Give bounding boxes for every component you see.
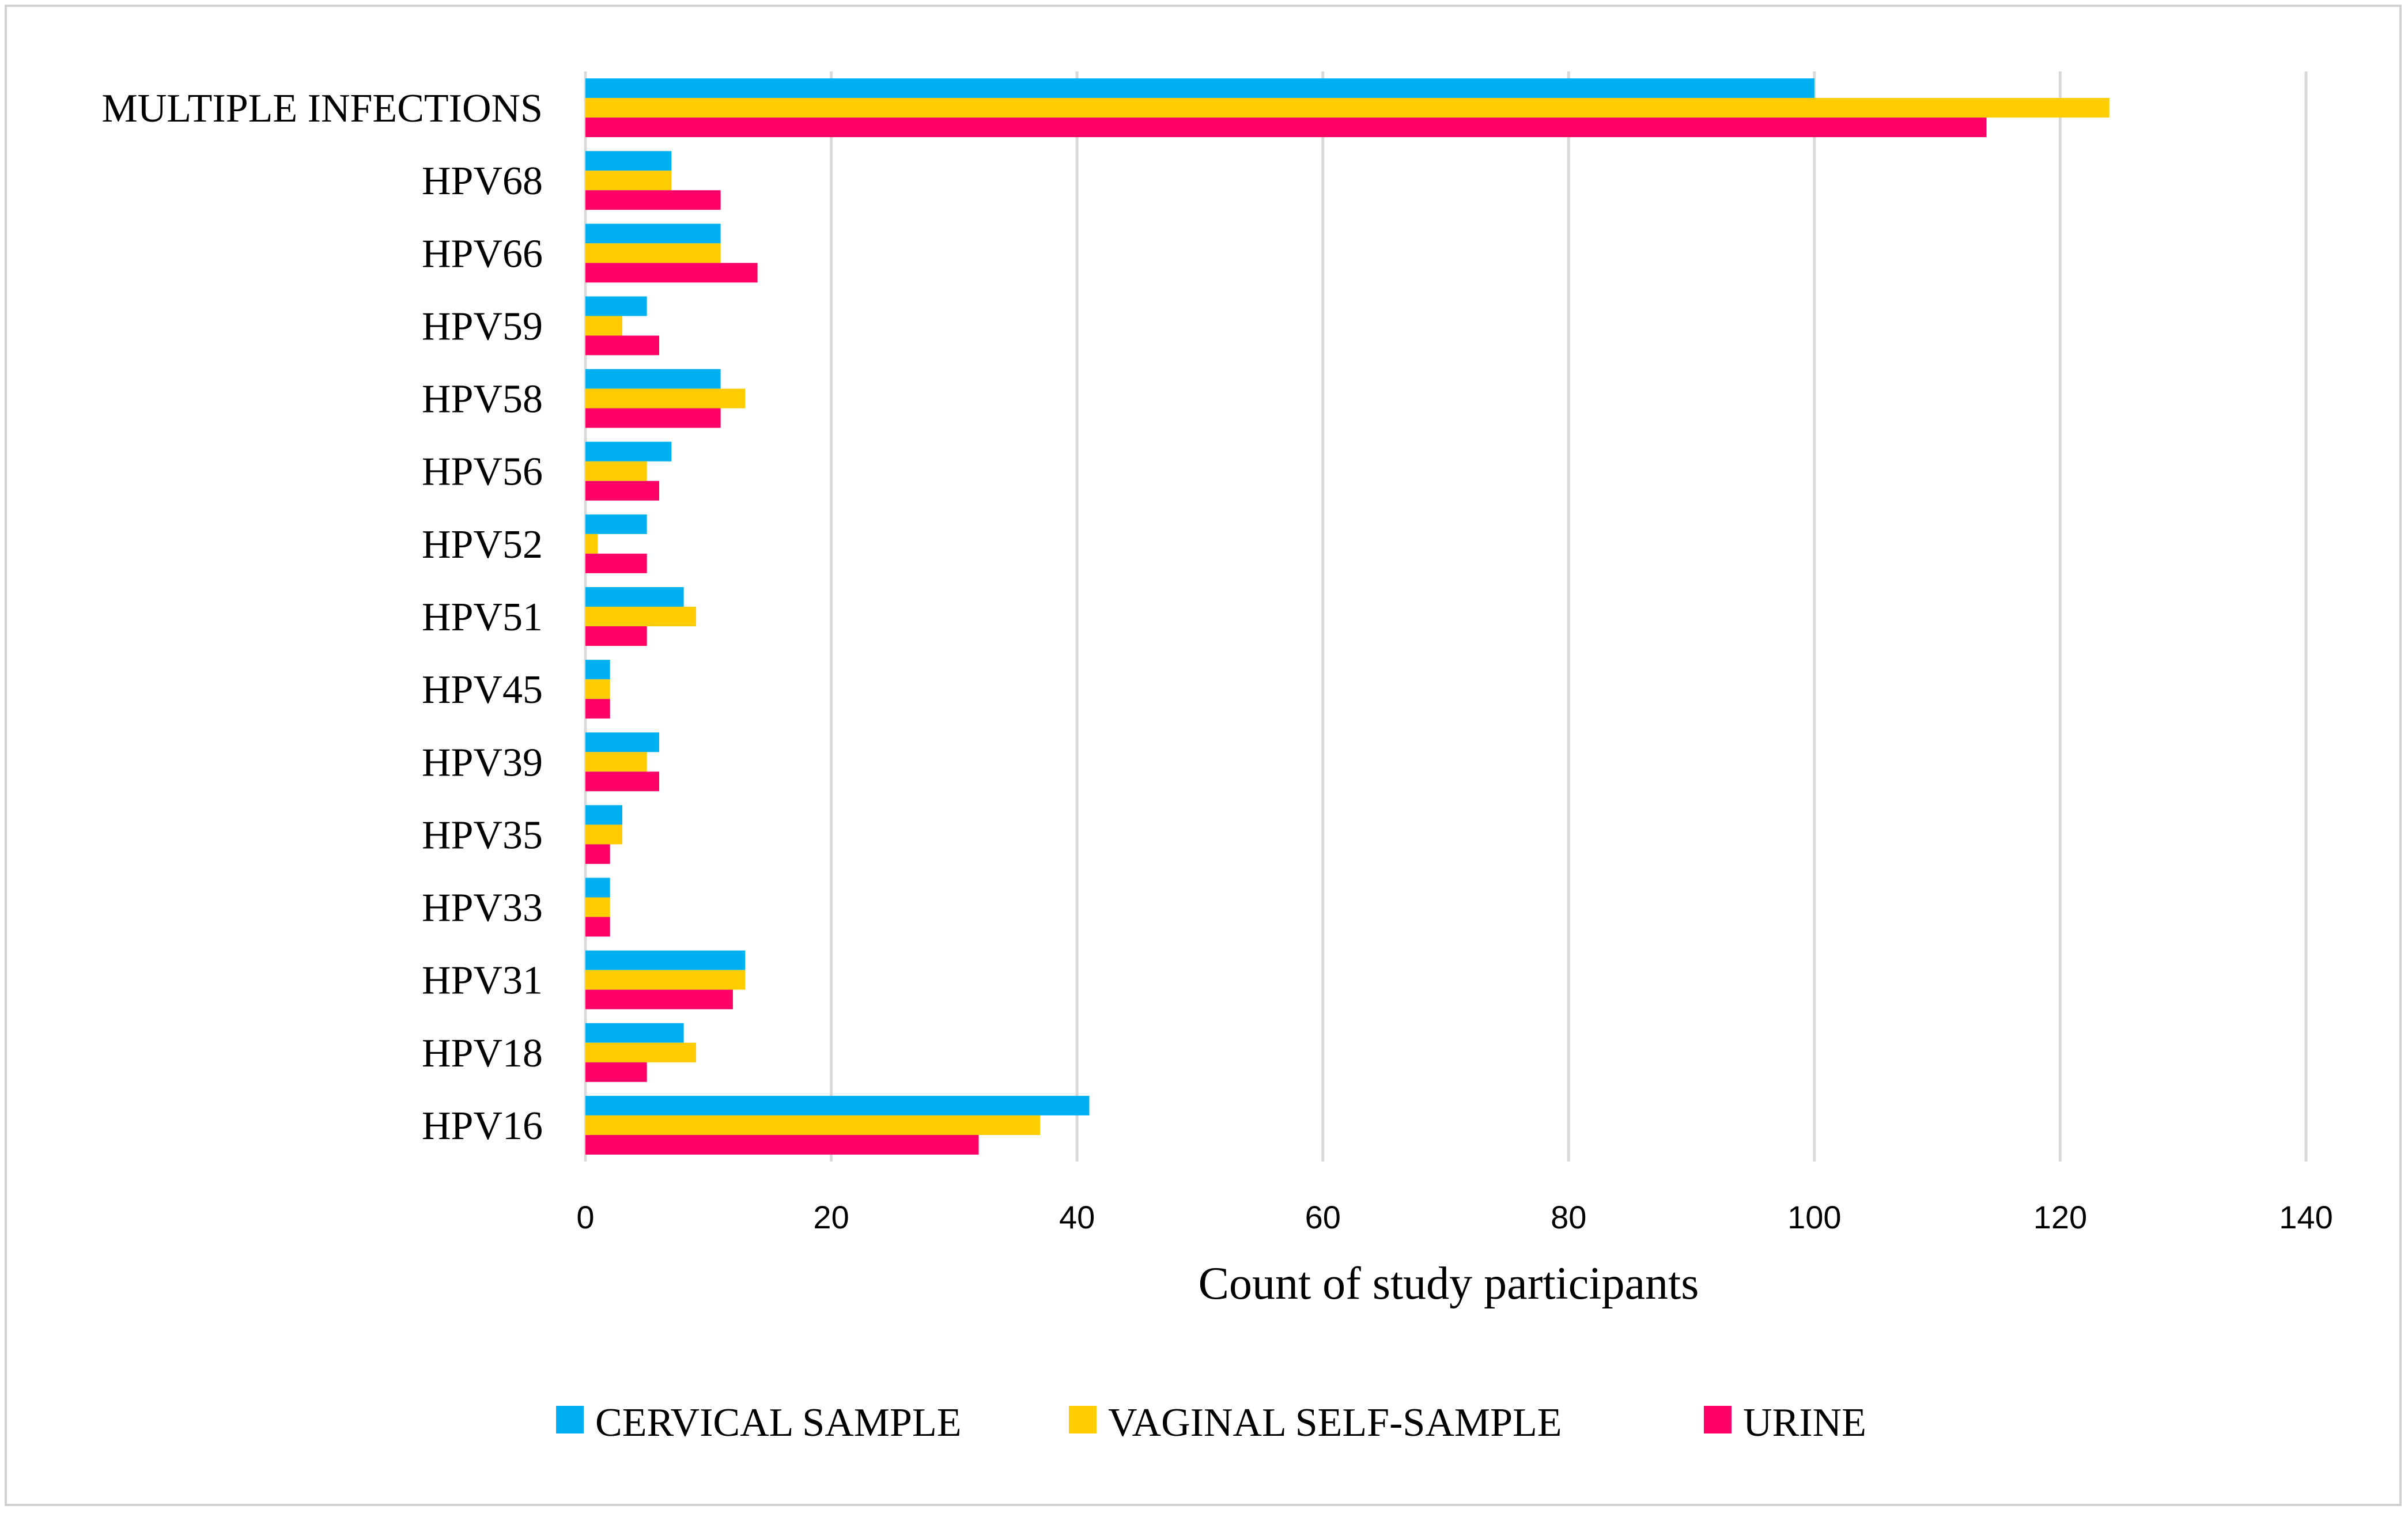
bar-hpv16-cervical-sample [585, 1095, 1090, 1115]
bar-hpv18-urine [585, 1062, 647, 1082]
category-label-hpv51: HPV51 [422, 595, 543, 640]
bar-hpv51-cervical-sample [585, 587, 684, 607]
x-tick-label: 0 [576, 1199, 594, 1235]
legend: CERVICAL SAMPLE VAGINAL SELF-SAMPLE URINE [556, 1401, 1866, 1445]
bar-hpv56-cervical-sample [585, 441, 672, 462]
x-tick-labels: 0 20 40 60 80 100 120 140 [576, 1199, 2333, 1235]
bar-hpv66-vaginal-self-sample [585, 243, 721, 263]
bar-hpv35-cervical-sample [585, 805, 622, 825]
bar-hpv66-urine [585, 263, 758, 283]
category-label-hpv68: HPV68 [422, 159, 543, 203]
category-label-hpv18: HPV18 [422, 1031, 543, 1076]
legend-label-cervical-sample: CERVICAL SAMPLE [595, 1401, 961, 1445]
bar-hpv16-vaginal-self-sample [585, 1115, 1041, 1135]
bar-hpv39-cervical-sample [585, 732, 659, 752]
bar-hpv16-urine [585, 1134, 979, 1155]
gridlines [584, 71, 2308, 1162]
x-tick-label: 120 [2033, 1199, 2087, 1235]
bar-hpv51-urine [585, 626, 647, 646]
bar-hpv52-urine [585, 553, 647, 573]
category-label-hpv56: HPV56 [422, 450, 543, 494]
category-label-hpv52: HPV52 [422, 523, 543, 567]
bar-hpv58-cervical-sample [585, 369, 721, 389]
bar-hpv31-cervical-sample [585, 950, 746, 970]
bar-hpv51-vaginal-self-sample [585, 607, 696, 626]
bar-hpv33-urine [585, 917, 610, 937]
category-label-hpv45: HPV45 [422, 668, 543, 712]
category-label-hpv66: HPV66 [422, 232, 543, 276]
bar-hpv45-cervical-sample [585, 660, 610, 680]
bar-multiple-infections-cervical-sample [585, 78, 1814, 99]
bars [585, 78, 2110, 1155]
bar-multiple-infections-vaginal-self-sample [585, 98, 2110, 118]
bar-hpv45-vaginal-self-sample [585, 679, 610, 699]
category-label-hpv35: HPV35 [422, 813, 543, 857]
bar-hpv59-urine [585, 335, 659, 355]
legend-swatch-cervical-sample [556, 1406, 584, 1433]
category-label-hpv31: HPV31 [422, 959, 543, 1003]
bar-hpv39-urine [585, 771, 659, 792]
bar-hpv33-vaginal-self-sample [585, 897, 610, 917]
bar-multiple-infections-urine [585, 118, 1987, 138]
bar-hpv59-vaginal-self-sample [585, 316, 622, 336]
bar-hpv52-cervical-sample [585, 514, 647, 534]
bar-hpv33-cervical-sample [585, 877, 610, 898]
legend-swatch-vaginal-self-sample [1069, 1406, 1097, 1433]
x-axis-title: Count of study participants [1199, 1258, 1699, 1309]
category-label-hpv59: HPV59 [422, 304, 543, 349]
bar-hpv56-urine [585, 481, 659, 501]
bar-hpv58-urine [585, 408, 721, 428]
category-label-multiple-infections: MULTIPLE INFECTIONS [102, 86, 543, 131]
bar-hpv18-vaginal-self-sample [585, 1042, 696, 1062]
bar-hpv45-urine [585, 699, 610, 719]
legend-label-urine: URINE [1743, 1401, 1866, 1445]
chart-frame: HPV16 HPV18 HPV31 HPV33 HPV35 HPV39 HPV45 HPV51… [5, 5, 2402, 1506]
bar-hpv68-urine [585, 190, 721, 210]
category-labels: HPV16 HPV18 HPV31 HPV33 HPV35 HPV39 HPV45 HPV51… [102, 86, 543, 1148]
category-label-hpv16: HPV16 [422, 1104, 543, 1148]
bar-hpv52-vaginal-self-sample [585, 534, 598, 554]
bar-hpv35-vaginal-self-sample [585, 824, 622, 845]
bar-chart: HPV16 HPV18 HPV31 HPV33 HPV35 HPV39 HPV45 HPV51… [102, 71, 2333, 1445]
x-tick-label: 80 [1551, 1199, 1586, 1235]
x-tick-label: 140 [2279, 1199, 2333, 1235]
bar-hpv39-vaginal-self-sample [585, 752, 647, 772]
bar-hpv31-urine [585, 989, 733, 1009]
x-tick-label: 100 [1787, 1199, 1841, 1235]
category-label-hpv58: HPV58 [422, 377, 543, 422]
x-tick-label: 20 [813, 1199, 849, 1235]
x-tick-label: 60 [1305, 1199, 1341, 1235]
bar-hpv56-vaginal-self-sample [585, 461, 647, 481]
legend-label-vaginal-self-sample: VAGINAL SELF-SAMPLE [1108, 1401, 1562, 1445]
category-label-hpv33: HPV33 [422, 886, 543, 931]
bar-hpv59-cervical-sample [585, 296, 647, 316]
x-tick-label: 40 [1059, 1199, 1095, 1235]
bar-hpv68-cervical-sample [585, 151, 672, 171]
category-label-hpv39: HPV39 [422, 740, 543, 785]
bar-hpv18-cervical-sample [585, 1023, 684, 1043]
bar-hpv58-vaginal-self-sample [585, 388, 746, 408]
bar-hpv66-cervical-sample [585, 224, 721, 244]
legend-swatch-urine [1704, 1406, 1732, 1433]
bar-hpv68-vaginal-self-sample [585, 171, 672, 191]
bar-hpv35-urine [585, 844, 610, 864]
bar-hpv31-vaginal-self-sample [585, 970, 746, 990]
